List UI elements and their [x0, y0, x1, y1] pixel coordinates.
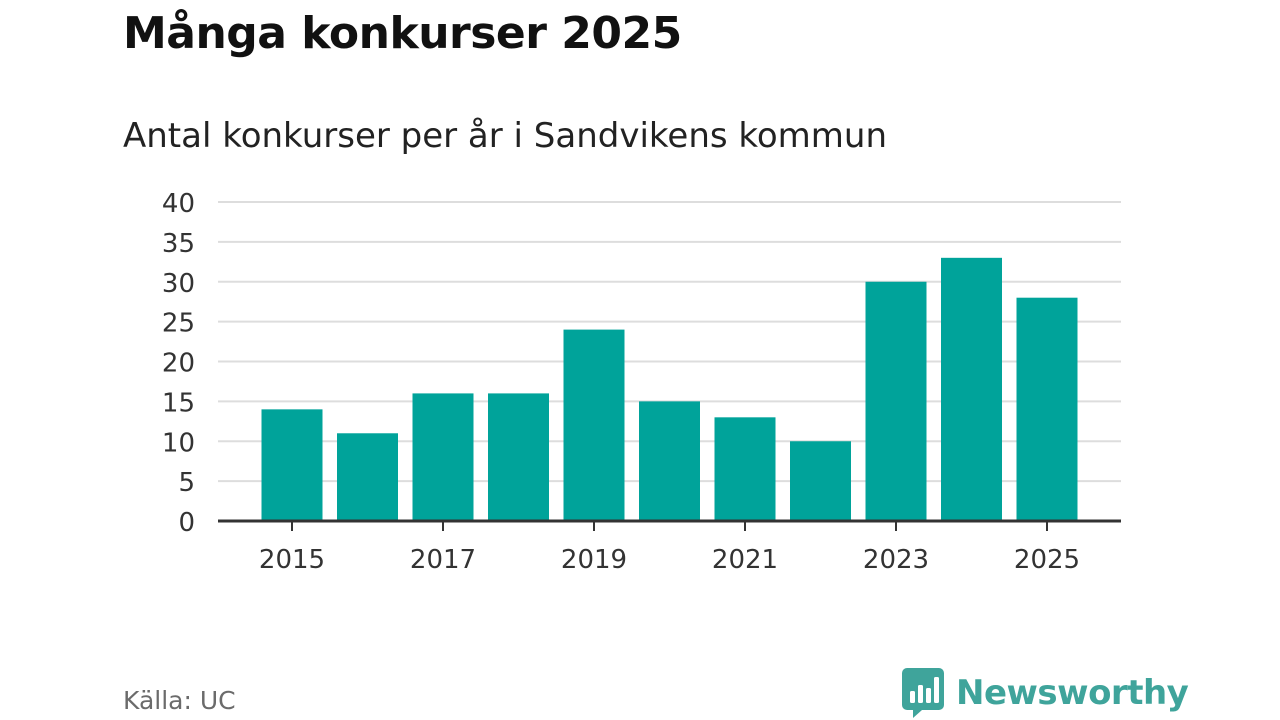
x-tick-label: 2025 — [1014, 545, 1080, 575]
x-tick-label: 2021 — [712, 545, 778, 575]
chart-title: Många konkurser 2025 — [123, 8, 682, 59]
y-tick-label: 0 — [178, 508, 195, 538]
bar — [261, 409, 323, 521]
y-tick-label: 5 — [178, 468, 195, 498]
chart-subtitle: Antal konkurser per år i Sandvikens komm… — [123, 116, 888, 156]
bar — [563, 329, 625, 521]
bar — [639, 401, 700, 521]
y-tick-label: 40 — [162, 189, 195, 219]
y-tick-label: 10 — [162, 428, 195, 458]
x-tick-label: 2019 — [561, 545, 627, 575]
y-tick-label: 15 — [162, 388, 195, 418]
y-tick-label: 35 — [162, 229, 195, 259]
y-tick-label: 20 — [162, 349, 195, 379]
bar-chart-speech-bubble-icon — [902, 668, 944, 718]
brand-name: Newsworthy — [956, 673, 1189, 713]
bar — [941, 257, 1002, 521]
bar — [1016, 297, 1078, 521]
y-tick-label: 25 — [162, 309, 195, 339]
bar — [790, 441, 851, 521]
x-tick-label: 2015 — [259, 545, 325, 575]
bar — [865, 281, 927, 521]
y-tick-label: 30 — [162, 269, 195, 299]
bar — [714, 417, 776, 521]
bar — [337, 433, 398, 521]
bar — [412, 393, 474, 521]
bar — [488, 393, 549, 521]
x-tick-label: 2017 — [410, 545, 476, 575]
x-tick-label: 2023 — [863, 545, 929, 575]
brand-logo: Newsworthy — [902, 668, 1189, 718]
source-note: Källa: UC — [123, 686, 236, 715]
